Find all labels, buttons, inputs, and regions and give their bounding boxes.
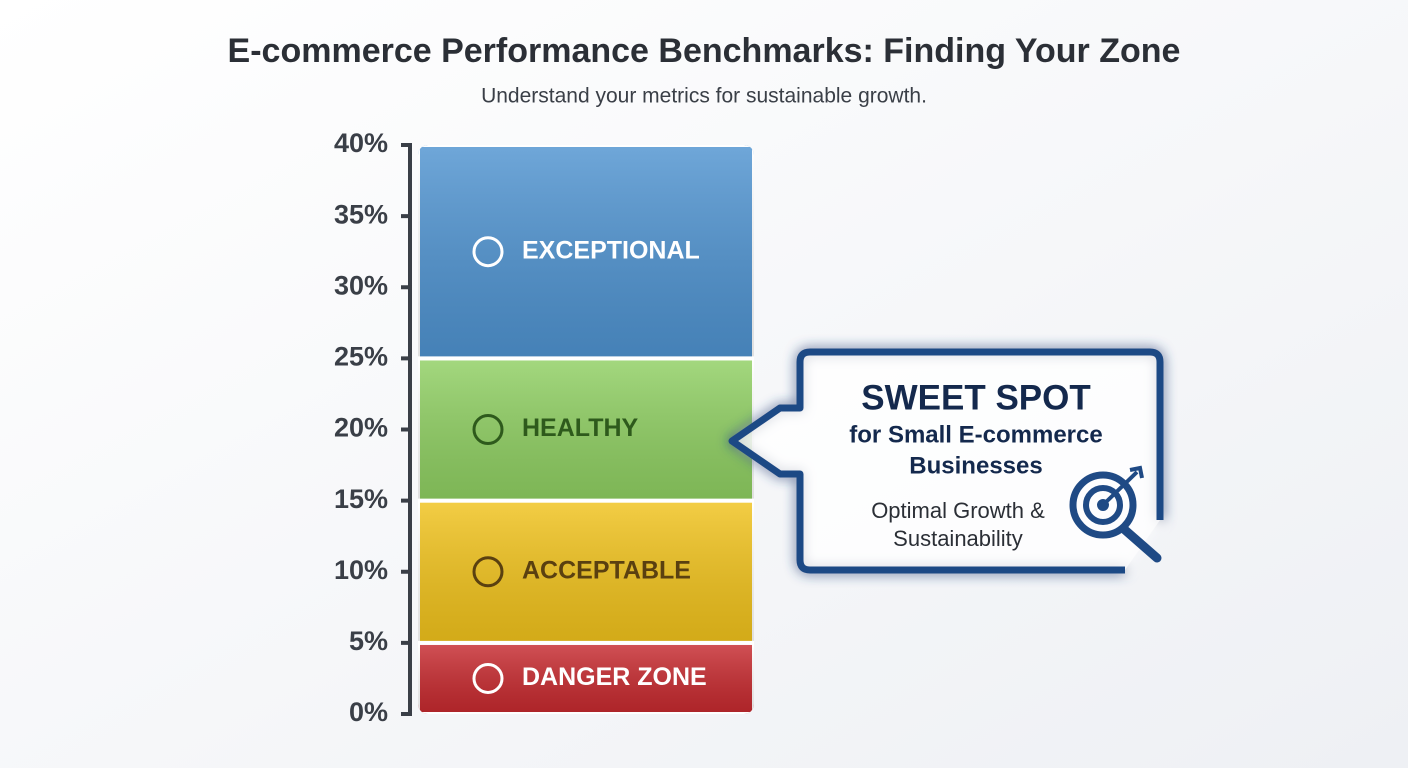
callout-note: Optimal Growth & [871,498,1045,523]
zone-icon [472,414,504,445]
y-tick-label: 15% [334,484,388,514]
zone-label: ACCEPTABLE [522,556,691,584]
zone-label: DANGER ZONE [522,663,707,691]
y-tick-label: 35% [334,199,388,229]
y-tick-label: 30% [334,270,388,300]
y-tick-label: 20% [334,413,388,443]
y-tick-label: 10% [334,555,388,585]
chart-title: E-commerce Performance Benchmarks: Findi… [228,32,1181,70]
zone-label: HEALTHY [522,414,639,442]
callout: SWEET SPOT for Small E-commerce Business… [728,348,1164,574]
zone-icon [472,556,504,588]
y-tick-label: 40% [334,128,388,158]
target-icon [1069,465,1162,563]
y-tick-label: 25% [334,342,388,372]
callout-line: for Small E-commerce [849,421,1102,448]
callout-heading: SWEET SPOT [861,378,1090,417]
callout-box [728,348,1164,574]
y-axis: 0% 5% 10% 15% 20% 25% 30% 35% 40% [334,128,412,727]
callout-line: Businesses [909,452,1042,479]
y-tick-label: 0% [349,697,388,727]
zone-label: EXCEPTIONAL [522,236,700,264]
callout-note: Sustainability [893,526,1023,551]
zone-icon [472,236,504,268]
chart-subtitle: Understand your metrics for sustainable … [481,85,927,108]
zone-icon [472,662,504,694]
bar-stack: DANGER ZONE ACCEPTABLE HEALTHY EXCEPTIONAL [418,145,754,714]
y-tick-label: 5% [349,626,388,656]
